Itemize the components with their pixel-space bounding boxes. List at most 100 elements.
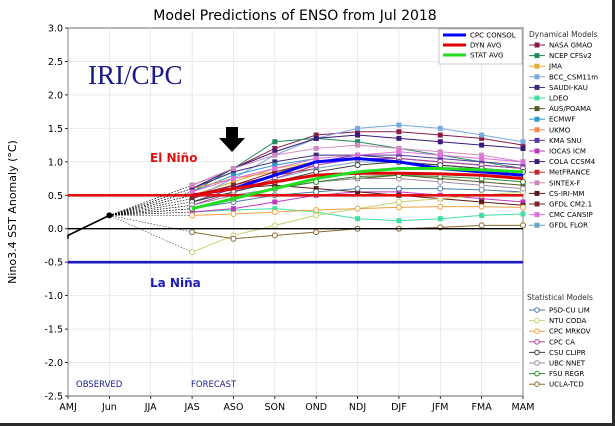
- legend-label: ECMWF: [549, 116, 575, 124]
- x-tick-label: AMJ: [59, 402, 77, 413]
- legend-label: COLA CCSM4: [549, 158, 596, 166]
- data-point: [520, 145, 526, 151]
- legend-label: CPC CONSOL: [470, 32, 516, 40]
- x-tick-label: JAS: [184, 402, 200, 413]
- data-point: [230, 166, 236, 172]
- y-tick-label: -1.5: [44, 325, 63, 336]
- legend-marker: [534, 116, 540, 122]
- data-point: [355, 152, 361, 158]
- data-point: [479, 196, 485, 202]
- data-point: [396, 145, 402, 151]
- observed-fan-line: [109, 195, 193, 216]
- data-point: [313, 152, 319, 158]
- data-point: [396, 129, 402, 135]
- dynamical-models-legend: Dynamical Models NASA GMAO NCEP CFSv2 JMA B…: [529, 30, 598, 230]
- legend-marker: [534, 74, 540, 80]
- data-point: [479, 212, 485, 218]
- avg-line-stat-avg: [191, 167, 524, 211]
- legend-label: NASA GMAO: [549, 42, 593, 50]
- data-point: [355, 125, 361, 131]
- data-point: [479, 199, 485, 205]
- legend-label: CPC MRKOV: [549, 328, 591, 336]
- legend-label: STAT AVG: [470, 52, 503, 60]
- data-point: [437, 178, 444, 185]
- y-tick-label: -2.5: [44, 392, 63, 403]
- data-point: [313, 206, 320, 213]
- legend-label: SINTEX-F: [549, 179, 580, 187]
- reference-lines: [68, 193, 523, 264]
- legend-label: UBC NNET: [549, 360, 586, 368]
- data-point: [478, 182, 485, 189]
- legend-label: JMA: [548, 63, 562, 71]
- observed-fan-line: [109, 198, 193, 216]
- observed-fan-line: [109, 208, 193, 216]
- data-point: [520, 204, 526, 211]
- y-tick-label: -0.5: [44, 258, 63, 269]
- legend-marker: [534, 169, 540, 175]
- y-tick-label: 2.0: [48, 90, 63, 101]
- legend-marker: [534, 307, 540, 313]
- data-point: [230, 179, 236, 185]
- legend-marker: [534, 190, 540, 196]
- plot-area: [67, 27, 526, 397]
- data-point: [520, 162, 526, 168]
- legend-marker: [534, 328, 540, 335]
- data-point: [479, 152, 485, 158]
- data-point: [437, 216, 443, 222]
- observed-point: [106, 212, 113, 219]
- legend-marker: [534, 95, 540, 101]
- data-point: [479, 135, 485, 141]
- data-point: [272, 166, 278, 172]
- observed-fan-line: [109, 201, 193, 216]
- x-tick-label: MAM: [512, 402, 535, 413]
- data-point: [271, 209, 278, 215]
- data-point: [396, 189, 402, 195]
- legend-label: PSD-CU LIM: [549, 307, 590, 315]
- data-point: [520, 199, 526, 205]
- data-point: [520, 211, 526, 217]
- x-tick-label: NDJ: [349, 402, 366, 413]
- x-axis-ticks: AMJ Jun JJA JAS ASO SON OND NDJ DJF JFM FMA MAM: [59, 396, 534, 413]
- x-tick-label: FMA: [472, 402, 493, 413]
- legend-label: GFDL CM2.1: [549, 201, 592, 209]
- data-point: [437, 203, 444, 210]
- series-cola-ccsm4: [189, 132, 526, 192]
- data-point: [189, 196, 195, 202]
- data-point: [396, 149, 402, 155]
- data-point: [271, 222, 278, 229]
- data-point: [272, 169, 278, 175]
- data-point: [230, 235, 237, 242]
- y-axis-label: Nino3.4 SST Anomaly (°C): [6, 140, 19, 284]
- x-tick-label: Jun: [101, 402, 117, 413]
- data-point: [520, 178, 526, 185]
- data-point: [313, 166, 319, 172]
- x-tick-label: SON: [265, 402, 286, 413]
- legend-marker: [534, 53, 540, 59]
- data-point: [189, 182, 195, 188]
- legend-marker: [534, 339, 540, 345]
- legend-marker: [534, 127, 540, 133]
- data-point: [272, 149, 278, 155]
- legend-label: KMA SNU: [549, 137, 581, 145]
- data-point: [272, 139, 278, 145]
- legend-label: UKMO: [549, 126, 571, 134]
- data-point: [313, 229, 320, 236]
- data-point: [479, 179, 485, 185]
- data-point: [272, 199, 278, 205]
- data-point: [396, 135, 402, 141]
- legend-marker: [534, 84, 540, 90]
- data-point: [189, 186, 195, 192]
- legend-marker: [534, 137, 540, 143]
- x-tick-label: OND: [305, 402, 327, 413]
- legend-marker: [534, 360, 540, 366]
- legend-label: CMC CANSIP: [549, 211, 593, 219]
- series-cmc-cansip: [189, 149, 526, 195]
- observed-fan-line: [109, 188, 193, 216]
- legend-label: CSU CLIPR: [549, 349, 586, 357]
- data-point: [272, 152, 278, 158]
- data-point: [437, 195, 444, 202]
- observed-fan-lines: [109, 185, 193, 253]
- legend-marker: [534, 381, 540, 388]
- data-point: [271, 232, 278, 239]
